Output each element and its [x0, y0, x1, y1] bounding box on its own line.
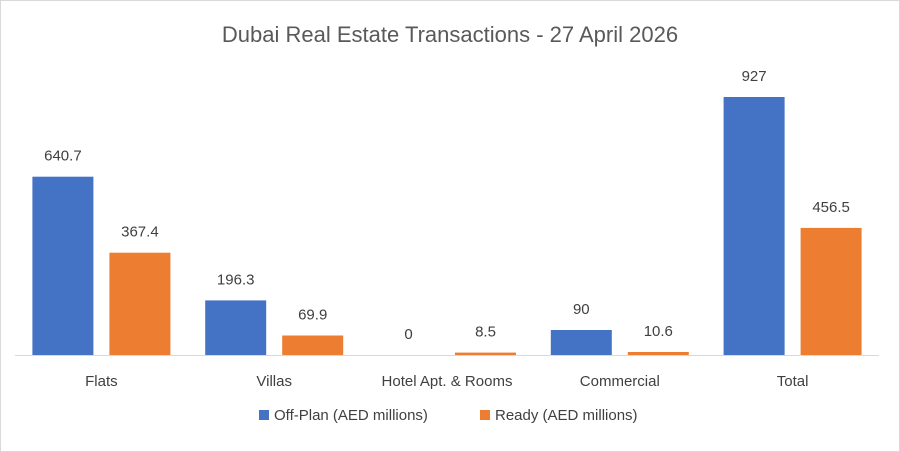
bar-ready-2	[455, 352, 516, 355]
bar-off-plan-4	[723, 97, 785, 355]
bar-ready-4	[800, 227, 862, 355]
legend-label-ready: Ready (AED millions)	[495, 407, 638, 424]
category-labels-layer: Flats Villas Hotel Apt. & Rooms Commercial T…	[85, 373, 808, 390]
bar-ready-0	[109, 252, 171, 355]
bar-off-plan-1	[205, 300, 267, 355]
legend: Off-Plan (AED millions) Ready (AED millio…	[259, 407, 638, 424]
bar-ready-1	[282, 335, 344, 355]
data-label-off-plan-3: 90	[573, 301, 590, 318]
legend-swatch-ready	[480, 410, 490, 420]
data-labels-layer: 640.7 367.4 196.3 69.9 0 8.5 90 10.6 927 456.5	[44, 68, 850, 343]
data-label-off-plan-0: 640.7	[44, 148, 82, 165]
category-label-4: Total	[777, 373, 809, 390]
data-label-ready-3: 10.6	[644, 323, 673, 340]
bars-layer	[32, 97, 862, 355]
chart-title: Dubai Real Estate Transactions - 27 Apri…	[222, 22, 678, 47]
bar-off-plan-0	[32, 176, 94, 355]
data-label-off-plan-1: 196.3	[217, 271, 255, 288]
category-label-1: Villas	[256, 373, 292, 390]
data-label-ready-2: 8.5	[475, 324, 496, 341]
data-label-off-plan-2: 0	[404, 326, 412, 343]
bar-off-plan-3	[550, 330, 612, 355]
bar-ready-3	[627, 352, 689, 355]
legend-label-off-plan: Off-Plan (AED millions)	[274, 407, 428, 424]
category-label-2: Hotel Apt. & Rooms	[382, 373, 513, 390]
legend-swatch-off-plan	[259, 410, 269, 420]
data-label-off-plan-4: 927	[742, 68, 767, 85]
data-label-ready-1: 69.9	[298, 307, 327, 324]
data-label-ready-4: 456.5	[812, 199, 850, 216]
category-label-0: Flats	[85, 373, 118, 390]
category-label-3: Commercial	[580, 373, 660, 390]
data-label-ready-0: 367.4	[121, 224, 159, 241]
